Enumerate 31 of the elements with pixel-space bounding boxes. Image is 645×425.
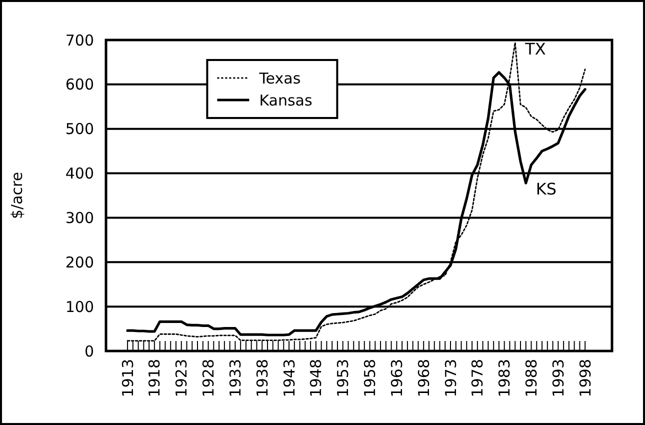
- y-tick-label: 400: [65, 164, 94, 183]
- y-tick-label: 300: [65, 208, 94, 227]
- x-tick-label: 1978: [468, 359, 487, 398]
- x-tick-label: 1963: [388, 359, 406, 398]
- annotation: KS: [536, 180, 557, 199]
- y-tick-label: 200: [65, 253, 94, 272]
- x-tick-label: 1988: [522, 359, 541, 398]
- y-tick-label: 700: [65, 31, 94, 50]
- annotation: TX: [524, 39, 546, 58]
- x-tick-label: 1943: [280, 359, 298, 398]
- x-tick-label: 1968: [414, 359, 433, 398]
- legend-label: Kansas: [259, 91, 312, 110]
- x-tick-label: 1953: [334, 359, 352, 398]
- y-tick-label: 600: [65, 76, 94, 94]
- x-tick-label: 1998: [576, 359, 594, 398]
- x-tick-label: 1923: [172, 359, 191, 398]
- legend-label: Texas: [258, 69, 301, 88]
- y-tick-label: 0: [84, 342, 94, 360]
- x-tick-label: 1933: [226, 359, 244, 398]
- x-tick-label: 1993: [549, 359, 568, 398]
- x-tick-label: 1983: [496, 359, 514, 398]
- x-tick-label: 1973: [442, 359, 460, 398]
- y-tick-label: 100: [65, 298, 94, 316]
- y-axis-title: $/acre: [8, 172, 26, 220]
- x-tick-label: 1958: [361, 359, 380, 398]
- x-tick-label: 1938: [253, 359, 272, 398]
- x-tick-label: 1928: [200, 359, 218, 398]
- x-tick-label: 1918: [146, 359, 164, 398]
- x-tick-label: 1913: [118, 359, 137, 398]
- y-tick-label: 500: [65, 120, 94, 138]
- x-tick-label: 1948: [307, 359, 326, 398]
